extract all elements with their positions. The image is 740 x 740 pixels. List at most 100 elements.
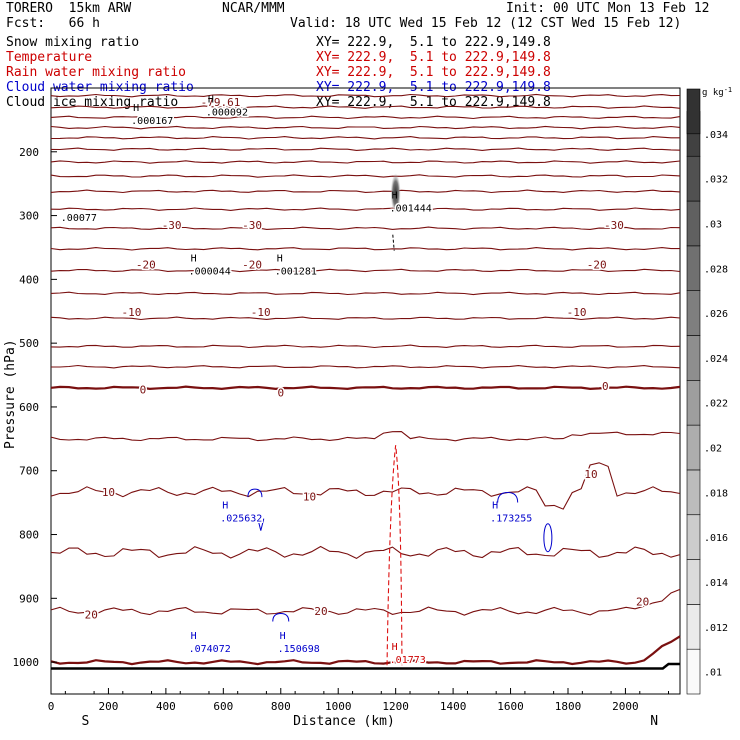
colorbar-tick-label: .024: [704, 354, 728, 365]
maximum-label: .000092: [206, 108, 248, 119]
isotherm-label: -10: [567, 306, 587, 319]
x-tick-label: 1000: [325, 700, 352, 713]
x-end-left: S: [82, 714, 90, 729]
colorbar-tick-label: .014: [704, 578, 728, 589]
isotherm-label: -30: [604, 219, 624, 232]
isotherm-line: [50, 147, 681, 151]
y-tick-label: 1000: [13, 656, 40, 669]
x-axis-title: Distance (km): [293, 714, 395, 729]
maximum-marker: H: [392, 190, 398, 201]
maximum-marker: H: [277, 253, 283, 264]
isotherm-label: -10: [251, 306, 271, 319]
contour-labels: -79.61 -30 -30 -30 -20 -20 -20 -10 -10 -10 0 0 0 10 10…: [59, 95, 650, 668]
ground-line: [51, 662, 680, 670]
x-tick-label: 2000: [612, 700, 639, 713]
isotherm-line: [50, 268, 681, 273]
colorbar-unit: g kg-1: [702, 86, 732, 98]
isotherm-line: [50, 291, 681, 296]
isotherm-line: [50, 316, 681, 321]
field-name-snow: Snow mixing ratio: [6, 35, 140, 50]
x-tick-label: 1200: [382, 700, 409, 713]
y-tick-label: 500: [19, 337, 39, 350]
maximum-label: .001281: [275, 266, 317, 277]
maximum-label: .001444: [390, 203, 432, 214]
isotherm-line: [50, 462, 681, 510]
maximum-marker: H: [392, 642, 398, 653]
y-tick-label: 600: [19, 401, 39, 414]
isotherm-label: -79.61: [201, 96, 241, 109]
y-tick-label: 300: [19, 210, 39, 223]
maximum-marker: H: [133, 103, 139, 114]
isotherm-line: [50, 385, 681, 391]
colorbar-segment: [686, 379, 701, 426]
colorbar-segment: [686, 648, 701, 695]
isotherm-label: 20: [636, 596, 649, 609]
isotherm-label: 20: [85, 608, 98, 621]
isotherm-line: [50, 545, 681, 560]
y-tick-label: 200: [19, 146, 39, 159]
maximum-marker: H: [191, 631, 197, 642]
cloud-water-contours: [247, 488, 553, 622]
colorbar-segment: [686, 155, 701, 202]
isotherm-line: [50, 174, 681, 178]
colorbar-tick-label: .032: [704, 175, 728, 186]
rain-contours: [386, 445, 403, 666]
field-xy-rain: XY= 222.9, 5.1 to 222.9,149.8: [316, 65, 551, 80]
isotherm-line: [50, 207, 681, 211]
x-tick-label: 800: [271, 700, 291, 713]
maximum-marker: H: [208, 95, 214, 106]
isotherm-line: [50, 635, 681, 666]
maximum-marker: H: [222, 500, 228, 511]
isotherm-label: -20: [242, 259, 262, 272]
isotherm-label: 0: [602, 380, 609, 393]
maximum-label: .00077: [61, 213, 97, 224]
isotherm-label: 0: [277, 386, 284, 399]
colorbar-segment: [686, 335, 701, 381]
colorbar-segment: [686, 200, 701, 247]
x-tick-label: 0: [48, 700, 55, 713]
colorbar-tick-label: .022: [704, 399, 728, 410]
isotherm-line: [50, 125, 681, 130]
isotherm-line: [50, 431, 681, 442]
colorbar-segment: [686, 245, 701, 291]
field-xy-snow: XY= 222.9, 5.1 to 222.9,149.8: [316, 35, 551, 50]
field-name-temperature: Temperature: [6, 50, 93, 65]
colorbar-segment: [686, 290, 701, 336]
x-tick-label: 200: [99, 700, 119, 713]
isotherm-label: 10: [102, 486, 115, 499]
snow-field: [390, 173, 401, 251]
forecast-hour: Fcst: 66 h: [6, 16, 100, 31]
colorbar-tick-label: .01: [704, 668, 722, 679]
cloud-water-contour: [543, 523, 553, 553]
init-time: Init: 00 UTC Mon 13 Feb 12: [506, 1, 710, 16]
cloud-water-contour: [247, 488, 263, 498]
x-tick-label: 400: [156, 700, 176, 713]
temperature-contours: [50, 93, 681, 666]
isotherm-label: -20: [136, 259, 156, 272]
colorbar-tick-label: .03: [704, 219, 722, 230]
colorbar-segment: [686, 604, 701, 650]
colorbar-tick-label: .02: [704, 444, 722, 455]
maximum-label: .150698: [278, 644, 320, 655]
y-tick-label: 900: [19, 592, 39, 605]
cloud-water-contour: [272, 612, 290, 622]
isotherm-line: [50, 136, 680, 140]
terrain: [51, 662, 680, 670]
colorbar-segment: [686, 469, 701, 516]
x-tick-label: 1400: [440, 700, 467, 713]
colorbar-tick-label: .028: [704, 264, 728, 275]
maximum-label: .173255: [490, 513, 532, 524]
isotherm-label: 20: [314, 605, 327, 618]
y-axis-title: Pressure (hPa): [3, 339, 18, 449]
valid-time: Valid: 18 UTC Wed 15 Feb 12 (12 CST Wed …: [290, 16, 682, 31]
isotherm-line: [50, 226, 681, 231]
model-title: TORERO 15km ARW: [6, 1, 132, 16]
colorbar: .01 .012 .014 .016 .018 .02 .022 .024 .026 .028 .0…: [686, 86, 732, 695]
isotherm-line: [50, 160, 681, 164]
isotherm-line: [50, 588, 681, 616]
isotherm-label: 0: [140, 384, 147, 397]
colorbar-segment: [686, 424, 701, 471]
maximum-marker: H: [191, 253, 197, 264]
snow-core-shade: [390, 173, 401, 214]
